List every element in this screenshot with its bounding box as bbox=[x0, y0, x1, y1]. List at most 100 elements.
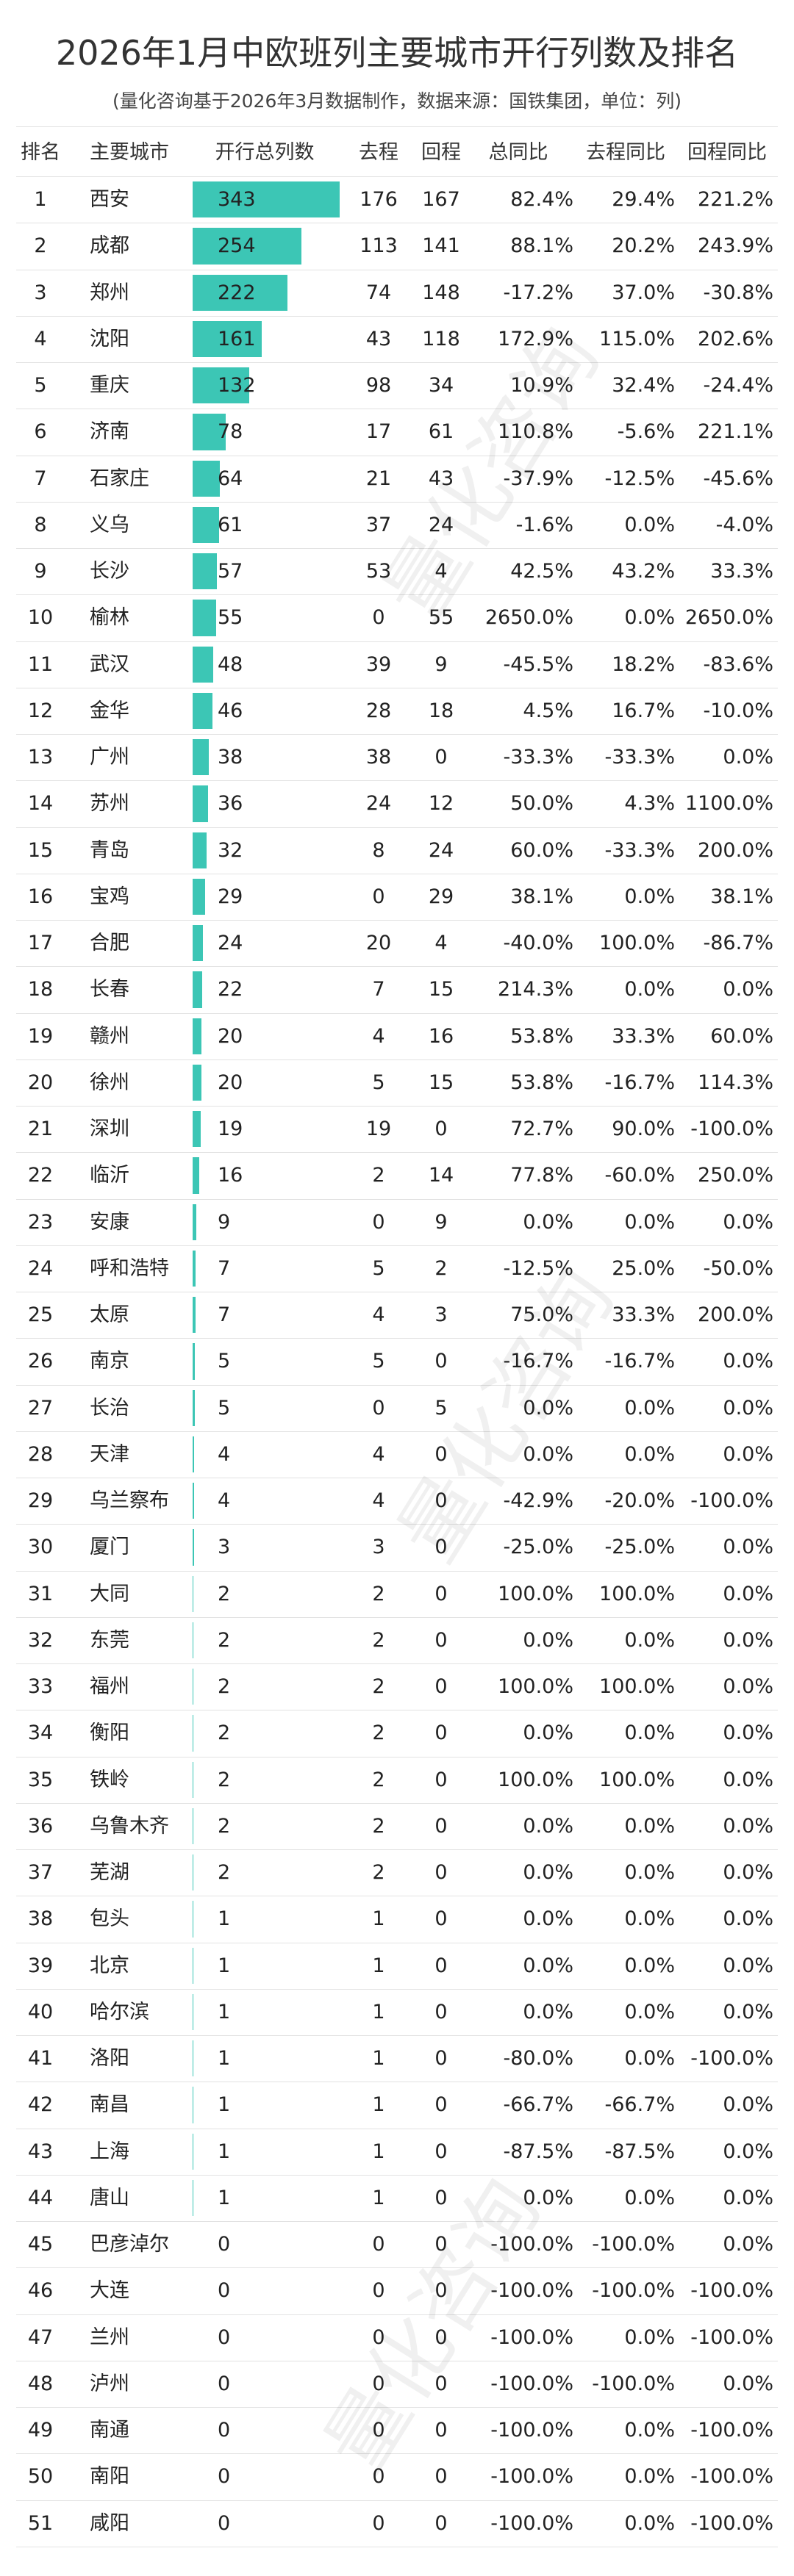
cell: 36 bbox=[27, 1814, 54, 1838]
rule bbox=[16, 1012, 778, 1014]
cell: 2 bbox=[372, 1582, 385, 1605]
cell: 113 bbox=[360, 234, 398, 258]
rule bbox=[16, 1570, 778, 1572]
cell: 2 bbox=[218, 1768, 231, 1791]
cell: 1 bbox=[218, 1907, 231, 1931]
cell: -100.0% bbox=[490, 2511, 573, 2535]
cell: 100.0% bbox=[498, 1675, 573, 1698]
cell: 47 bbox=[27, 2325, 54, 2349]
cell: 0.0% bbox=[624, 1396, 675, 1420]
rule bbox=[16, 501, 778, 503]
cell: 20.2% bbox=[612, 234, 675, 258]
cell: 33.3% bbox=[612, 1303, 675, 1326]
cell: 0.0% bbox=[723, 1768, 773, 1791]
cell: 2 bbox=[218, 1861, 231, 1884]
cell: 0 bbox=[434, 1442, 448, 1466]
cell: 宝鸡 bbox=[90, 885, 129, 908]
cell: 38.1% bbox=[710, 885, 773, 908]
column-header: 回程 bbox=[421, 141, 461, 164]
rule bbox=[16, 2407, 778, 2408]
cell: 0.0% bbox=[723, 2186, 773, 2209]
rule bbox=[16, 2453, 778, 2455]
cell: 2 bbox=[372, 1675, 385, 1698]
cell: 0.0% bbox=[624, 1954, 675, 1977]
cell: 15 bbox=[428, 1071, 454, 1094]
cell: 安康 bbox=[90, 1210, 129, 1234]
cell: 22 bbox=[218, 978, 243, 1001]
cell: 5 bbox=[372, 1256, 385, 1280]
cell: 南京 bbox=[90, 1350, 129, 1373]
cell: 29.4% bbox=[612, 188, 675, 211]
cell: 24 bbox=[27, 1256, 54, 1280]
cell: 19 bbox=[218, 1118, 243, 1140]
bar bbox=[193, 1343, 195, 1380]
cell: 青岛 bbox=[90, 838, 129, 862]
cell: 0 bbox=[372, 2233, 385, 2256]
cell: 2 bbox=[218, 1582, 231, 1605]
cell: 呼和浩特 bbox=[90, 1256, 169, 1280]
bar bbox=[193, 646, 213, 683]
rule bbox=[16, 2267, 778, 2269]
cell: 1 bbox=[218, 2186, 231, 2209]
bar bbox=[193, 600, 217, 636]
cell: 167 bbox=[422, 188, 460, 211]
bar bbox=[193, 1436, 195, 1472]
cell: 0 bbox=[372, 1210, 385, 1234]
cell: 合肥 bbox=[90, 932, 129, 954]
cell: -100.0% bbox=[690, 1118, 773, 1140]
cell: 18 bbox=[27, 978, 54, 1001]
cell: 60.0% bbox=[510, 838, 573, 862]
cell: 0 bbox=[434, 2465, 448, 2489]
cell: 南通 bbox=[90, 2419, 129, 2442]
rule bbox=[16, 1338, 778, 1339]
cell: 214.3% bbox=[498, 978, 573, 1001]
cell: -100.0% bbox=[690, 2511, 773, 2535]
cell: 0 bbox=[434, 1721, 448, 1745]
cell: 60.0% bbox=[710, 1024, 773, 1048]
cell: 徐州 bbox=[90, 1071, 129, 1094]
cell: 哈尔滨 bbox=[90, 2000, 149, 2023]
cell: 乌兰察布 bbox=[90, 1489, 169, 1512]
cell: 3 bbox=[372, 1536, 385, 1559]
cell: 20 bbox=[365, 932, 392, 954]
cell: 0.0% bbox=[723, 1907, 773, 1931]
cell: -24.4% bbox=[703, 374, 773, 397]
subtitle: (量化咨询基于2026年3月数据制作，数据来源：国铁集团，单位：列) bbox=[112, 90, 682, 112]
cell: 0.0% bbox=[723, 1442, 773, 1466]
cell: 20 bbox=[218, 1024, 243, 1048]
cell: 4 bbox=[372, 1303, 385, 1326]
rule bbox=[16, 2174, 778, 2176]
cell: 3 bbox=[434, 1303, 448, 1326]
cell: 16 bbox=[27, 885, 54, 908]
cell: 2 bbox=[34, 234, 47, 258]
cell: 1 bbox=[34, 188, 47, 211]
bar bbox=[193, 460, 221, 497]
cell: 2 bbox=[372, 1861, 385, 1884]
rule bbox=[16, 2035, 778, 2036]
cell: 0.0% bbox=[723, 2140, 773, 2163]
bar bbox=[193, 692, 212, 729]
cell: 7 bbox=[218, 1256, 231, 1280]
cell: -10.0% bbox=[703, 699, 773, 722]
bar bbox=[193, 181, 340, 218]
cell: 7 bbox=[218, 1303, 231, 1326]
cell: 29 bbox=[428, 885, 454, 908]
cell: 东莞 bbox=[90, 1628, 129, 1652]
cell: -100.0% bbox=[592, 2372, 675, 2395]
cell: 天津 bbox=[90, 1442, 129, 1466]
cell: -80.0% bbox=[503, 2047, 573, 2070]
bar bbox=[193, 925, 203, 962]
cell: -37.9% bbox=[503, 467, 573, 490]
cell: 临沂 bbox=[90, 1164, 129, 1187]
cell: 20 bbox=[27, 1071, 54, 1094]
cell: -12.5% bbox=[503, 1256, 573, 1280]
cell: 4 bbox=[218, 1442, 231, 1466]
rule bbox=[16, 176, 778, 177]
cell: 55 bbox=[218, 606, 243, 630]
cell: 343 bbox=[218, 188, 256, 211]
cell: 55 bbox=[428, 606, 454, 630]
cell: 1 bbox=[372, 2140, 385, 2163]
cell: 46 bbox=[27, 2279, 54, 2303]
cell: 14 bbox=[428, 1164, 454, 1187]
